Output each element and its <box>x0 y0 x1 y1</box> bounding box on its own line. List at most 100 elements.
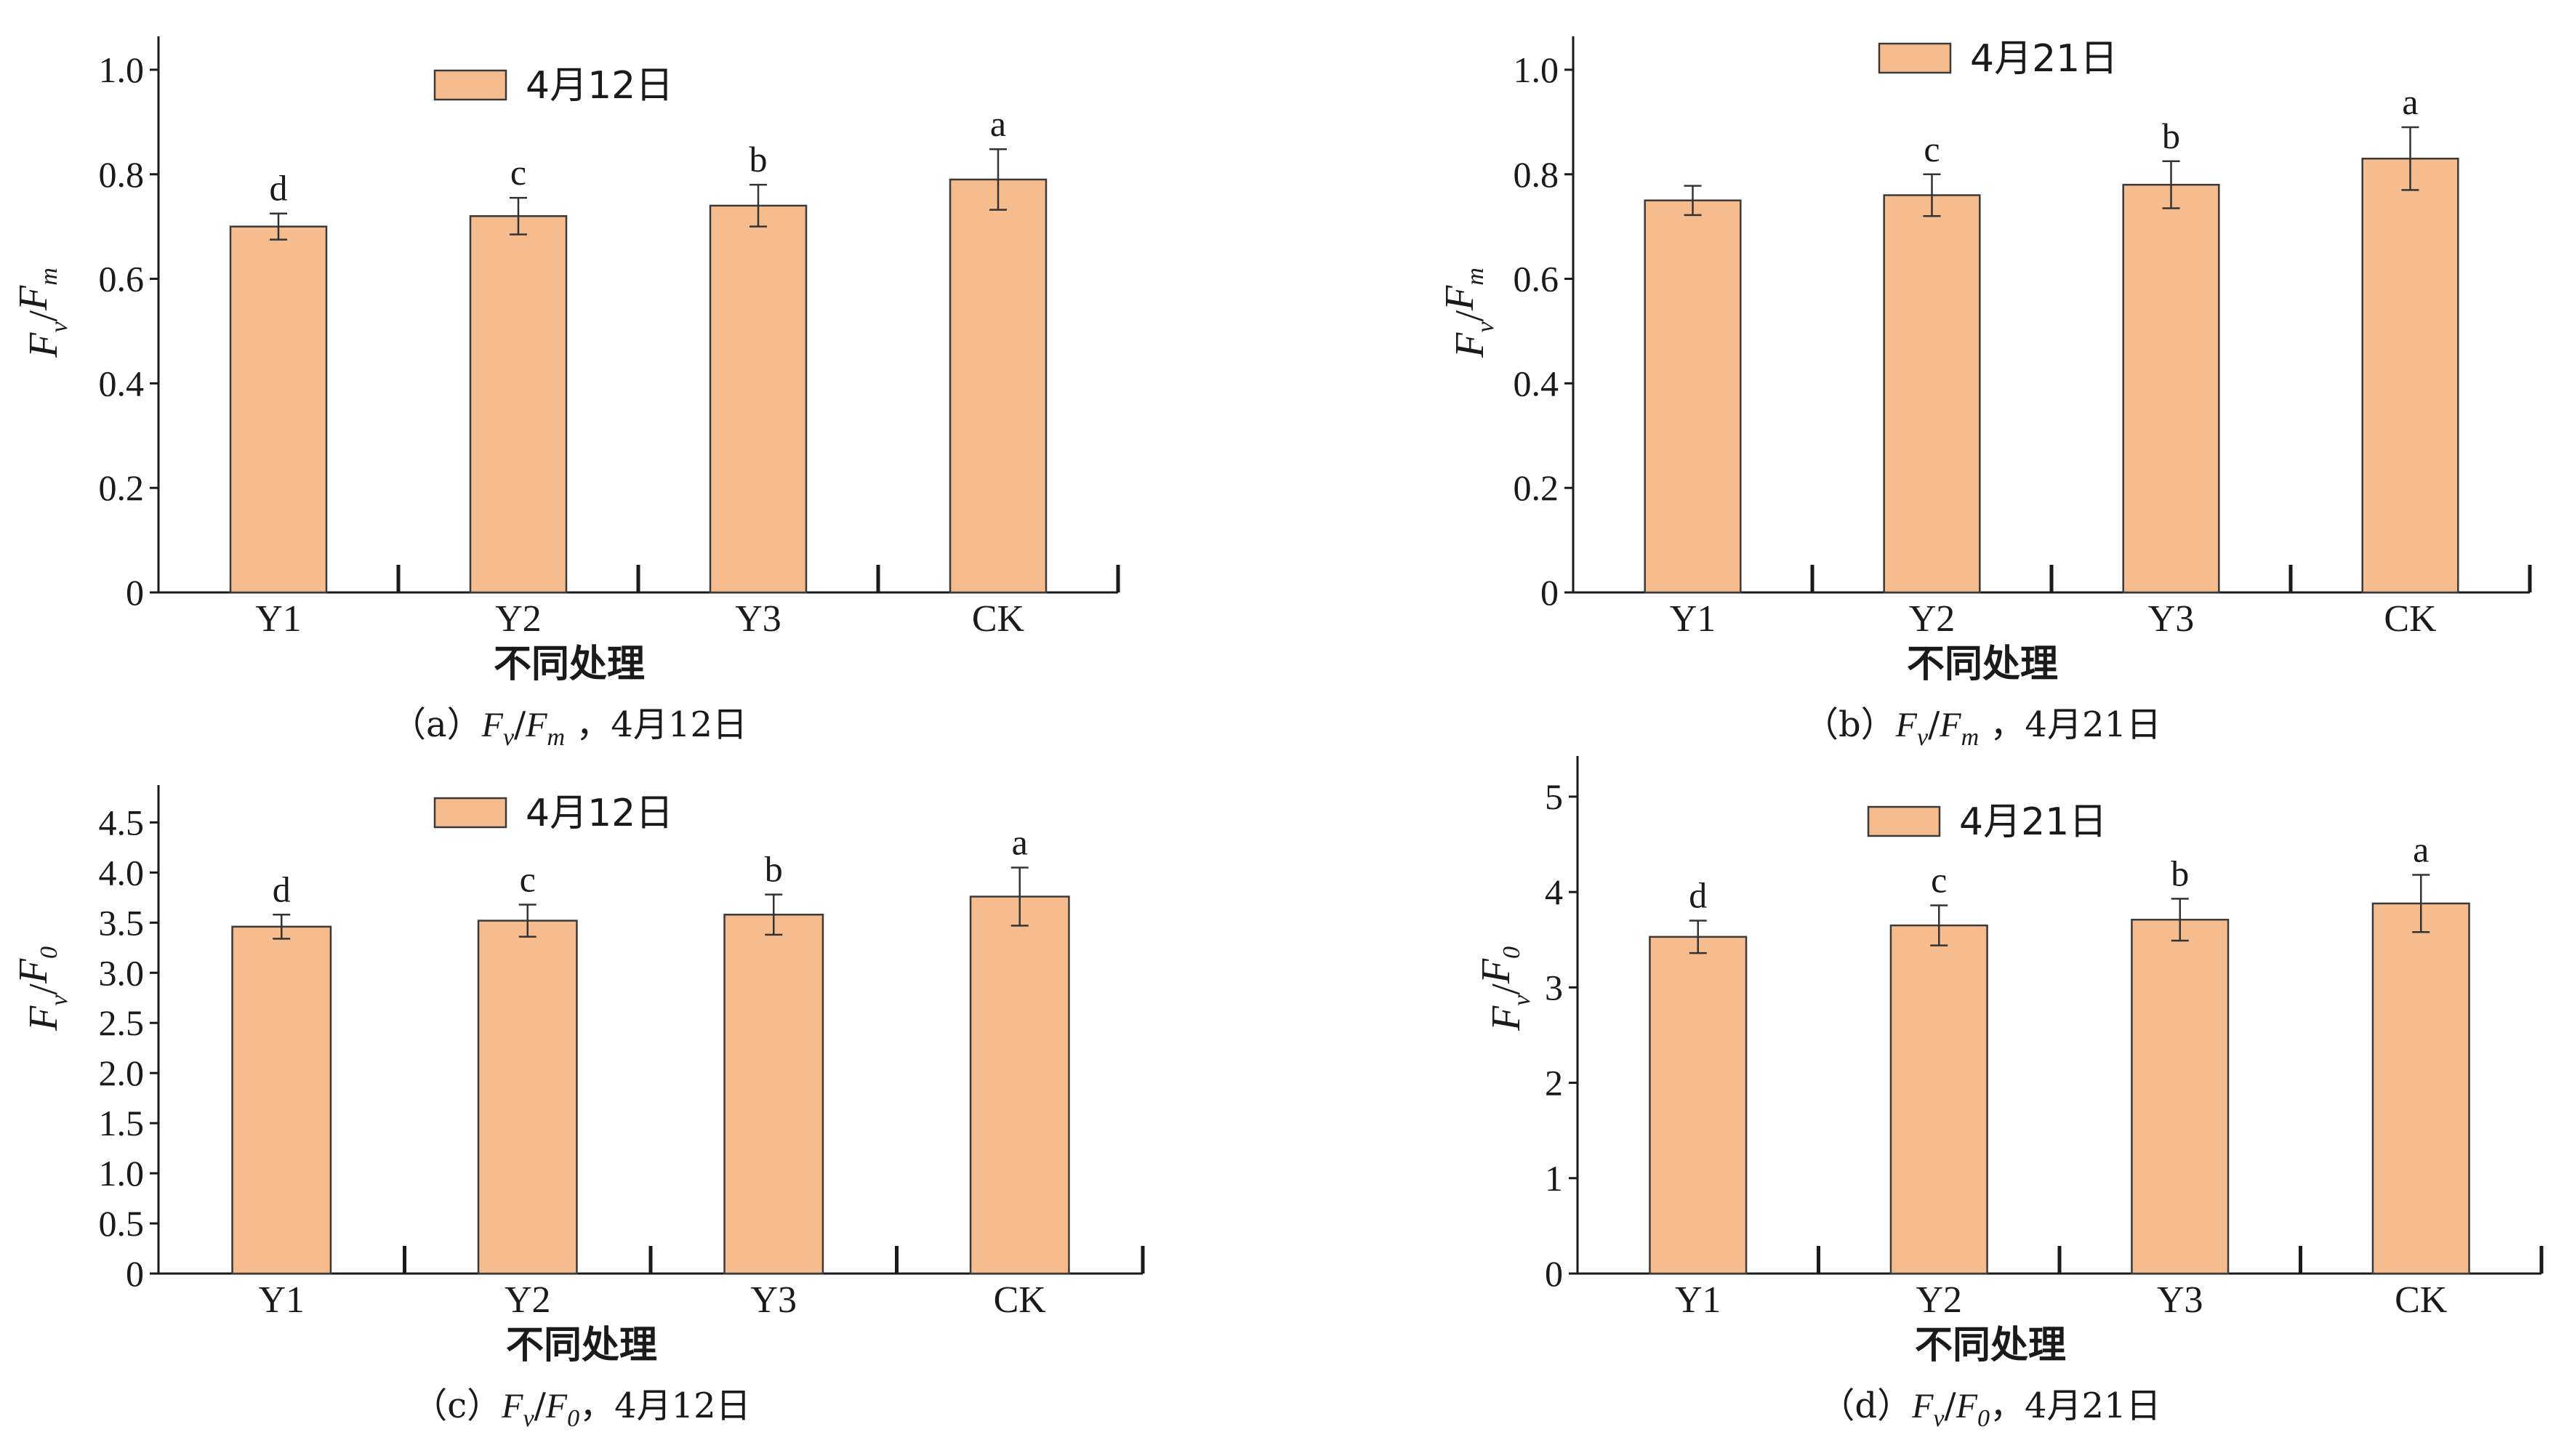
y-tick-label: 2 <box>1545 1063 1563 1103</box>
bar-y3 <box>2131 918 2230 1275</box>
bar-ck <box>2371 902 2470 1275</box>
panel-caption-part: 0 <box>1977 1405 1990 1432</box>
panel-caption-part: v <box>523 1405 535 1432</box>
x-tick-label: Y1 <box>255 598 302 640</box>
chart-panel-b: 00.20.40.60.81.0Y1cY2bY3aCK不同处理4月21日Fv/F… <box>1437 36 2532 751</box>
panel-caption-part: m <box>1961 724 1980 751</box>
legend-label: 4月12日 <box>526 64 673 108</box>
y-tick-label: 0 <box>126 572 144 613</box>
legend-label: 4月21日 <box>1959 800 2107 844</box>
bar-y3 <box>709 204 808 594</box>
x-tick-label: Y3 <box>750 1279 797 1321</box>
x-axis-title: 不同处理 <box>1907 643 2058 686</box>
panel-caption-part: / <box>534 1385 547 1426</box>
y-axis-title-part: 0 <box>36 946 63 959</box>
bar-y1 <box>231 925 332 1275</box>
significance-label: b <box>2162 116 2180 156</box>
legend-swatch <box>1878 42 1952 74</box>
significance-label: a <box>2402 81 2418 122</box>
y-axis-title-part: v <box>1472 321 1499 333</box>
bar-y2 <box>1889 924 1988 1275</box>
y-axis-title-part: v <box>1508 994 1535 1006</box>
x-tick-label: Y3 <box>735 598 781 640</box>
panel-caption-part: F <box>525 706 547 744</box>
y-tick-label: 3.5 <box>99 902 145 943</box>
significance-label: c <box>1931 860 1947 901</box>
x-tick-label: Y3 <box>2148 598 2195 640</box>
bar-ck <box>2361 157 2459 594</box>
y-tick-label: 0.2 <box>1514 467 1559 508</box>
bar-ck <box>969 896 1070 1275</box>
panel-caption-part: v <box>503 724 515 751</box>
x-tick-label: CK <box>2395 1279 2448 1321</box>
legend-label: 4月12日 <box>526 792 673 835</box>
y-tick-label: 3.0 <box>99 952 145 993</box>
y-tick-label: 0.4 <box>1514 363 1559 403</box>
y-tick-label: 5 <box>1545 776 1563 817</box>
panel-caption-part: ，4月12日 <box>579 1385 751 1426</box>
legend-swatch <box>433 69 507 101</box>
panel-caption-part: （a） <box>391 704 482 745</box>
panel-caption-part: 0 <box>567 1405 579 1432</box>
bar-y2 <box>1883 194 1981 594</box>
panel-caption-part: （d） <box>1820 1385 1912 1426</box>
y-axis-title-part: F <box>21 1005 66 1031</box>
y-tick-label: 2.0 <box>99 1053 145 1093</box>
y-tick-label: 1.0 <box>1514 49 1559 90</box>
bar-y1 <box>1644 199 1742 594</box>
x-tick-label: Y2 <box>1916 1279 1962 1321</box>
panel-caption-part: v <box>1917 724 1929 751</box>
bar-y1 <box>229 225 328 594</box>
panel-caption-part: v <box>1933 1405 1945 1432</box>
panel-caption-part: F <box>1895 706 1918 744</box>
y-tick-label: 2.5 <box>99 1002 145 1043</box>
panel-caption-part: ，4月21日 <box>1990 1385 2161 1426</box>
x-axis-title: 不同处理 <box>1915 1324 2066 1367</box>
significance-label: b <box>749 139 768 180</box>
y-axis-title-part: F <box>1447 332 1492 358</box>
bar-y2 <box>469 215 568 594</box>
y-tick-label: 1 <box>1545 1158 1563 1199</box>
y-axis-title-part: F <box>1484 1005 1529 1031</box>
y-tick-label: 1.0 <box>99 49 145 90</box>
significance-label: b <box>2171 853 2189 893</box>
x-tick-label: Y1 <box>258 1279 305 1321</box>
panel-caption-part: F <box>545 1387 568 1425</box>
y-tick-label: 4 <box>1545 872 1563 912</box>
y-tick-label: 0 <box>1540 572 1559 613</box>
panel-caption-part: （c） <box>412 1385 502 1426</box>
y-tick-label: 0.8 <box>1514 154 1559 195</box>
significance-label: c <box>1924 129 1940 169</box>
y-axis-title-part: v <box>46 994 73 1006</box>
y-axis-title-part: 0 <box>1498 946 1525 959</box>
significance-label: c <box>510 152 526 193</box>
y-axis-title-part: / <box>1447 310 1492 322</box>
legend-swatch <box>433 797 507 829</box>
significance-label: c <box>520 858 536 899</box>
y-axis-title: Fv/Fm <box>11 268 73 358</box>
y-axis-title-part: / <box>21 984 66 995</box>
y-tick-label: 0.5 <box>99 1203 145 1244</box>
significance-label: a <box>2413 829 2429 870</box>
chart-panel-d: 012345dY1cY2bY3aCK不同处理4月21日Fv/F0（d）Fv/F0… <box>1474 756 2544 1432</box>
x-tick-label: Y1 <box>1670 598 1716 640</box>
panel-caption-part: F <box>1956 1387 1978 1425</box>
x-tick-label: Y2 <box>1909 598 1956 640</box>
chart-panel-c: 0 0.5 1.0 1.5 2.0 2.5 3.0 3.5 4.0 4.5 d Y1 c Y2 b Y3 a CK… <box>11 785 1145 1432</box>
panel-caption: （a）Fv/Fm ，4月12日 <box>391 704 747 751</box>
x-tick-label: CK <box>972 598 1025 640</box>
bar-y3 <box>2122 183 2220 594</box>
panel-caption: （b）Fv/Fm ，4月21日 <box>1804 704 2161 751</box>
significance-label: d <box>270 168 288 209</box>
y-axis-title-part: F <box>1474 958 1519 984</box>
panel-caption-part: / <box>1945 1385 1957 1426</box>
x-tick-label: CK <box>994 1279 1047 1321</box>
y-tick-label: 0 <box>126 1253 144 1294</box>
y-axis-title-part: F <box>11 958 56 984</box>
panel-caption-part: F <box>481 706 504 744</box>
y-tick-label: 1.0 <box>99 1153 145 1194</box>
panel-caption-part: ，4月12日 <box>565 704 747 745</box>
significance-label: b <box>765 849 783 890</box>
significance-label: d <box>1689 875 1707 916</box>
